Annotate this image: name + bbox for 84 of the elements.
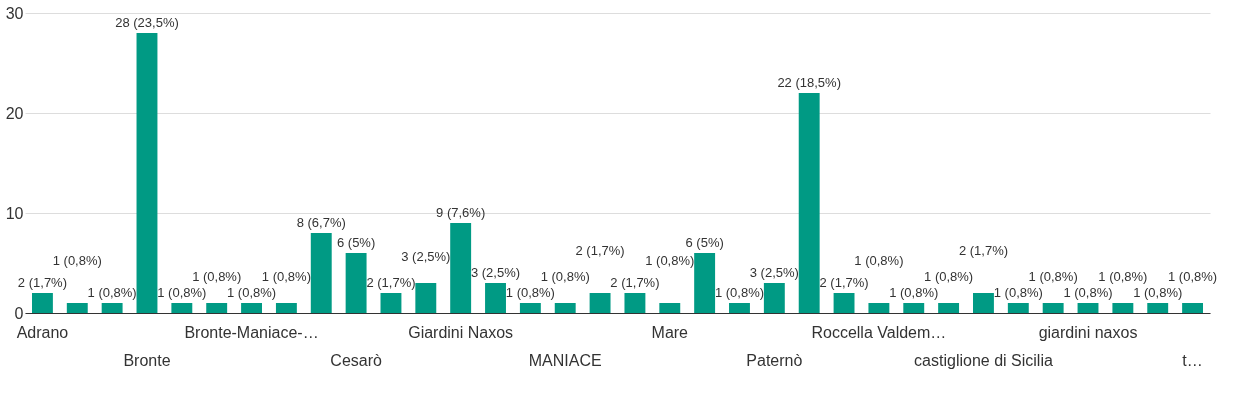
data-label: 3 (2,5%) [401,249,451,264]
bar [519,303,541,313]
bar [938,303,960,313]
bar [206,303,228,313]
x-tick-label: Bronte [123,352,171,369]
y-tick-label: 0 [14,304,24,322]
bar [1007,303,1029,313]
data-label: 1 (0,8%) [1133,285,1183,300]
bar [624,293,646,313]
bar [345,253,367,313]
data-label: 1 (0,8%) [192,269,242,284]
data-label: 1 (0,8%) [714,285,765,300]
data-label: 1 (0,8%) [1028,269,1078,284]
data-label: 1 (0,8%) [924,269,974,284]
x-tick-label: t… [1182,352,1203,369]
x-tick-label: Roccella Valdem… [811,324,947,341]
bar [554,303,576,313]
x-tick-label: Bronte-Maniace-… [184,324,319,341]
data-label: 1 (0,8%) [854,253,904,268]
bar [868,303,890,313]
x-tick-label: giardini naxos [1038,324,1138,341]
x-tick-label: Paternò [746,352,803,369]
bar [973,293,994,313]
x-tick-label: Adrano [16,324,69,341]
bar [833,293,855,313]
bar [275,303,297,313]
bar [798,93,820,313]
data-label: 22 (18,5%) [777,75,841,90]
data-label: 1 (0,8%) [52,253,102,268]
bar [310,233,332,313]
data-label: 2 (1,7%) [958,243,1009,258]
data-label: 28 (23,5%) [115,15,179,30]
bar [1077,303,1099,313]
bar [1042,303,1064,313]
data-label: 1 (0,8%) [540,269,590,284]
bar [485,283,506,313]
data-label: 6 (5%) [685,235,724,250]
bar [1182,303,1204,313]
data-label: 1 (0,8%) [993,285,1043,300]
data-label: 1 (0,8%) [889,285,939,300]
data-label: 1 (0,8%) [1168,269,1218,284]
data-label: 1 (0,8%) [261,269,311,284]
bar [31,293,53,313]
data-label: 1 (0,8%) [1063,285,1113,300]
bar [694,253,716,313]
data-label: 3 (2,5%) [470,265,521,280]
bar [171,303,193,313]
y-tick-label: 20 [5,104,24,122]
data-label: 2 (1,7%) [575,243,625,258]
bar [903,303,925,313]
bar [589,293,611,313]
x-tick-label: Giardini Naxos [408,324,514,341]
bar [1112,303,1134,313]
bar [729,303,750,313]
bar [450,223,472,313]
data-label: 1 (0,8%) [505,285,555,300]
bar [659,303,681,313]
data-label: 1 (0,8%) [1098,269,1148,284]
data-label: 1 (0,8%) [157,285,207,300]
y-tick-label: 10 [5,204,24,222]
bar [763,283,785,313]
x-tick-label: Mare [651,324,689,341]
bar [101,303,123,313]
bar [380,293,402,313]
data-label: 8 (6,7%) [296,215,346,230]
data-label: 6 (5%) [336,235,376,250]
data-label: 2 (1,7%) [819,275,869,290]
x-tick-label: castiglione di Sicilia [914,352,1053,369]
bar [241,303,262,313]
bar [66,303,88,313]
x-tick-label: MANIACE [528,352,602,369]
data-label: 1 (0,8%) [87,285,137,300]
data-label: 2 (1,7%) [366,275,416,290]
data-label: 2 (1,7%) [17,275,67,290]
data-label: 3 (2,5%) [749,265,799,280]
data-label: 1 (0,8%) [645,253,695,268]
x-tick-label: Cesarò [330,352,382,369]
data-label: 9 (7,6%) [436,205,486,220]
y-tick-label: 30 [5,4,24,22]
data-label: 1 (0,8%) [226,285,277,300]
data-label: 2 (1,7%) [610,275,660,290]
bar [136,33,158,313]
bar [1147,303,1169,313]
bar [415,283,437,313]
